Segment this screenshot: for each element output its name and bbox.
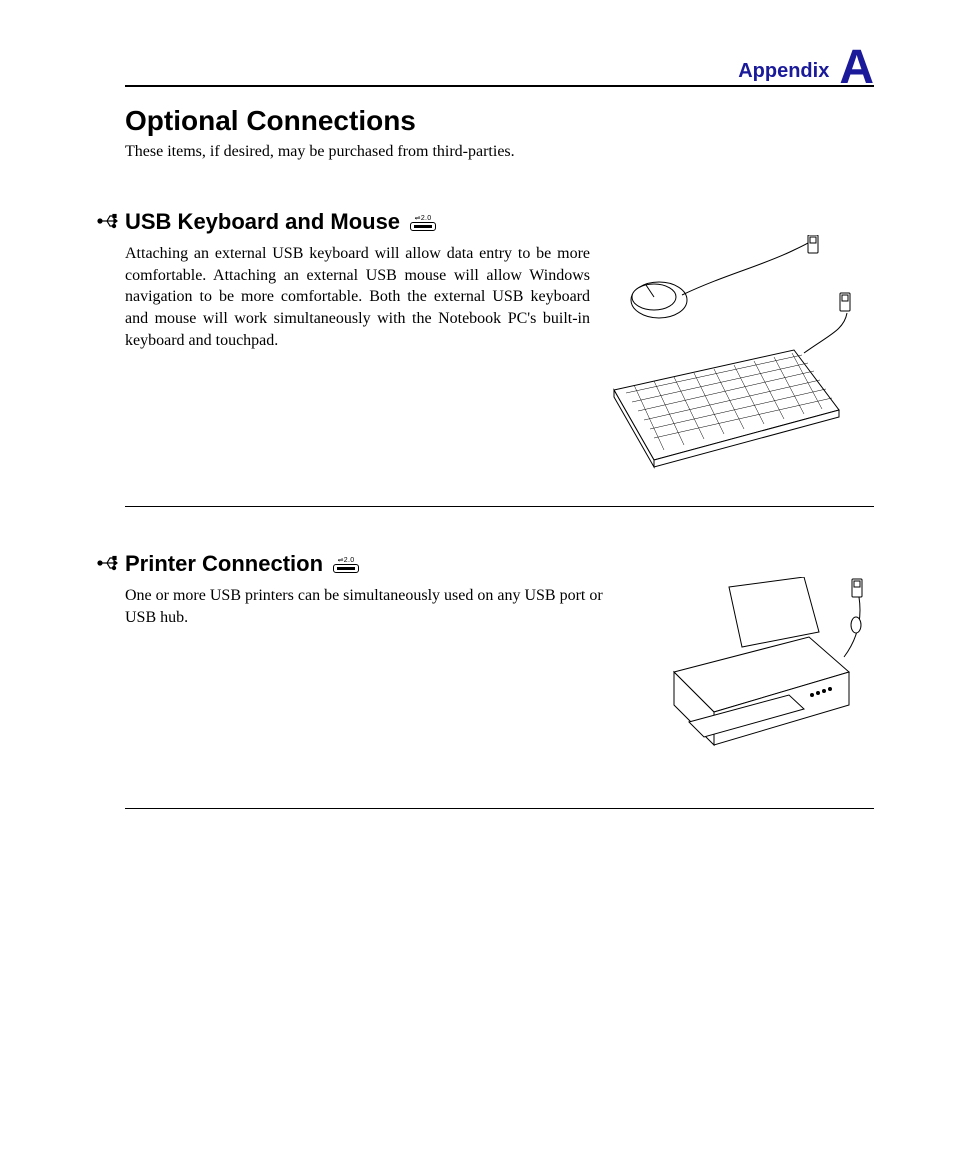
- header: Appendix A: [125, 40, 874, 87]
- page: Appendix A Optional Connections These it…: [0, 0, 954, 849]
- section-heading: USB Keyboard and Mouse: [125, 209, 400, 235]
- section-body-text: One or more USB printers can be simultan…: [125, 585, 620, 628]
- keyboard-mouse-illustration: [604, 235, 874, 480]
- appendix-label: Appendix: [738, 60, 829, 83]
- section-heading: Printer Connection: [125, 551, 323, 577]
- usb-badge-label: 2.0: [421, 215, 432, 222]
- appendix-letter: A: [839, 46, 874, 89]
- usb-port-badge-icon: ⇌2.0: [410, 214, 436, 231]
- intro-text: These items, if desired, may be purchase…: [125, 143, 874, 161]
- section-body-text: Attaching an external USB keyboard will …: [125, 243, 590, 351]
- page-title: Optional Connections: [125, 105, 874, 137]
- usb-trident-icon: [97, 213, 119, 234]
- usb-trident-icon: [97, 555, 119, 576]
- usb-badge-label: 2.0: [344, 557, 355, 564]
- usb-port-badge-icon: ⇌2.0: [333, 556, 359, 573]
- printer-illustration: [634, 577, 874, 782]
- section-printer-connection: Printer Connection ⇌2.0 One or more USB …: [100, 551, 874, 809]
- section-usb-keyboard-mouse: USB Keyboard and Mouse ⇌2.0 Attaching an…: [100, 209, 874, 507]
